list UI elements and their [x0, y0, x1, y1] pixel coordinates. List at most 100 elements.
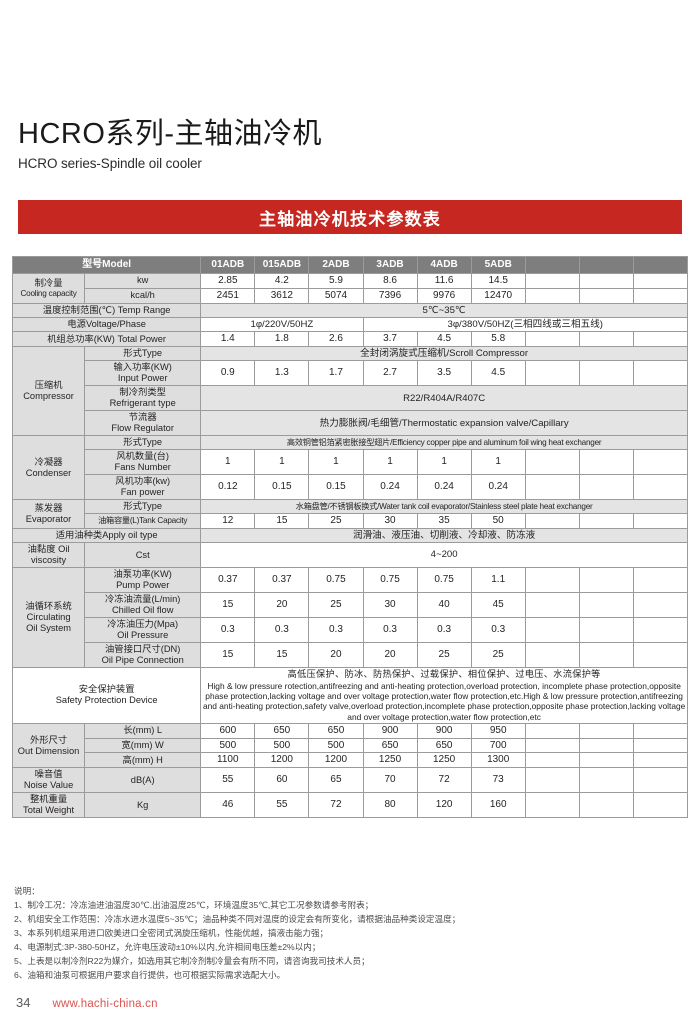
dim-width-8: [632, 737, 689, 754]
cooling-kw-8: [632, 273, 689, 289]
label-oil-pipe-connection: 油管接口尺寸(DN) Oil Pipe Connection: [84, 641, 202, 668]
row-oil-pipe-connection: 油管接口尺寸(DN) Oil Pipe Connection 15 15 20 …: [13, 641, 689, 668]
label-fans-number-cn: 风机数量(台): [116, 451, 170, 462]
fans-number-7: [578, 449, 634, 476]
fans-number-8: [632, 449, 689, 476]
weight-1: 55: [254, 792, 310, 819]
label-total-weight: 整机重量 Total Weight: [11, 792, 86, 819]
oil-pipe-1: 15: [254, 641, 310, 668]
label-oil-viscosity: 油黏度 Oil viscosity: [11, 542, 86, 568]
row-oil-pressure: 冷冻油压力(Mpa) Oil Pressure 0.3 0.3 0.3 0.3 …: [13, 616, 689, 643]
page-subtitle: HCRO series-Spindle oil cooler: [18, 156, 202, 172]
pump-power-4: 0.75: [416, 567, 472, 593]
label-out-dimension: 外形尺寸 Out Dimension: [11, 722, 86, 769]
model-col-2: 2ADB: [308, 256, 364, 274]
chilled-oil-flow-7: [578, 591, 634, 618]
oil-pipe-5: 25: [470, 641, 526, 668]
label-condenser-cn: 冷凝器: [34, 456, 63, 467]
cooling-kw-0: 2.85: [200, 273, 256, 289]
row-compressor-type: 压缩机 Compressor 形式Type 全封闭涡旋式压缩机/Scroll C…: [11, 346, 688, 437]
oil-pressure-5: 0.3: [470, 616, 526, 643]
weight-4: 120: [416, 792, 472, 819]
noise-7: [578, 767, 634, 794]
cooling-kcal-2: 5074: [308, 287, 364, 304]
label-pump-power-cn: 油泵功率(KW): [113, 569, 172, 579]
weight-3: 80: [362, 792, 418, 819]
dim-width-2: 500: [308, 737, 364, 754]
label-cooling-capacity: 制冷量 Cooling capacity: [11, 273, 86, 304]
value-voltage-three-phase: 3φ/380V/50HZ(三相四线或三相五线): [362, 316, 688, 333]
tank-capacity-1: 15: [254, 512, 310, 529]
dim-height-4: 1250: [416, 752, 472, 769]
oil-pipe-6: [524, 641, 580, 668]
chilled-oil-flow-4: 40: [416, 591, 472, 618]
fan-power-4: 0.24: [416, 474, 472, 500]
row-dimension-width: 宽(mm) W 500 500 500 650 650 700: [13, 737, 689, 754]
label-oil-pressure: 冷冻油压力(Mpa) Oil Pressure: [84, 616, 202, 643]
dim-length-3: 900: [362, 722, 418, 739]
row-total-power: 机组总功率(KW) Total Power 1.4 1.8 2.6 3.7 4.…: [11, 331, 689, 348]
pump-power-7: [578, 567, 634, 593]
noise-1: 60: [254, 767, 310, 794]
label-compressor: 压缩机 Compressor: [11, 346, 86, 437]
fan-power-5: 0.24: [470, 474, 526, 500]
noise-4: 72: [416, 767, 472, 794]
row-apply-oil-type: 适用油种类Apply oil type 润滑油、液压油、切削液、冷却液、防冻液: [11, 527, 688, 544]
weight-0: 46: [200, 792, 256, 819]
cooling-kw-3: 8.6: [362, 273, 418, 289]
input-power-2: 1.7: [308, 360, 364, 387]
input-power-1: 1.3: [254, 360, 310, 387]
tank-capacity-3: 30: [362, 512, 418, 529]
fan-power-0: 0.12: [200, 474, 256, 500]
value-flow-regulator: 热力膨胀阀/毛细管/Thermostatic expansion valve/C…: [200, 410, 688, 437]
row-dimension-length: 外形尺寸 Out Dimension 长(mm) L 600 650 650 9…: [11, 722, 689, 769]
specification-table: 型号Model 01ADB 015ADB 2ADB 3ADB 4ADB 5ADB…: [11, 256, 689, 819]
dim-width-3: 650: [362, 737, 418, 754]
fan-power-6: [524, 474, 580, 500]
input-power-8: [632, 360, 689, 387]
dim-height-7: [578, 752, 634, 769]
model-col-4: 4ADB: [416, 256, 472, 274]
row-fan-power: 风机功率(kw) Fan power 0.12 0.15 0.15 0.24 0…: [13, 474, 689, 500]
model-header: 型号Model: [11, 256, 202, 274]
label-cooling-capacity-cn: 制冷量: [34, 277, 63, 288]
chilled-oil-flow-2: 25: [308, 591, 364, 618]
total-power-4: 4.5: [416, 331, 472, 348]
label-condenser-en: Condenser: [25, 467, 72, 478]
label-oil-pipe-cn: 油管接口尺寸(DN): [104, 643, 181, 654]
chilled-oil-flow-0: 15: [200, 591, 256, 618]
model-col-7: [578, 256, 634, 274]
website-url[interactable]: www.hachi-china.cn: [52, 998, 158, 1010]
noise-8: [632, 767, 689, 794]
label-chilled-oil-flow-cn: 冷冻油流量(L/min): [104, 593, 181, 604]
note-item-3: 3、本系列机组采用进口欧美进口全密闭式涡旋压缩机，性能优越，搞液击能力强；: [14, 927, 329, 938]
note-item-2: 2、机组安全工作范围：冷冻水进水温度5~35℃；油品种类不同对温度的设定会有所变…: [14, 913, 461, 924]
model-col-8: [632, 256, 689, 274]
row-pump-power: 油循环系统 Circulating Oil System 油泵功率(KW) Pu…: [11, 567, 689, 668]
oil-pressure-0: 0.3: [200, 616, 256, 643]
oil-pipe-7: [578, 641, 634, 668]
label-compressor-en: Compressor: [23, 391, 74, 402]
tank-capacity-2: 25: [308, 512, 364, 529]
cooling-kcal-8: [632, 287, 689, 304]
oil-pressure-4: 0.3: [416, 616, 472, 643]
noise-0: 55: [200, 767, 256, 794]
dim-height-2: 1200: [308, 752, 364, 769]
weight-8: [632, 792, 689, 819]
notes-heading: 说明：: [14, 886, 40, 896]
pump-power-0: 0.37: [200, 567, 256, 593]
label-total-weight-en: Total Weight: [23, 805, 75, 816]
row-compressor-input-power: 输入功率(KW) Input Power 0.9 1.3 1.7 2.7 3.5…: [13, 360, 689, 387]
value-oil-viscosity: 4~200: [200, 542, 688, 568]
oil-pressure-2: 0.3: [308, 616, 364, 643]
label-condenser: 冷凝器 Condenser: [11, 435, 86, 500]
oil-pipe-2: 20: [308, 641, 364, 668]
cooling-kw-4: 11.6: [416, 273, 472, 289]
tank-capacity-0: 12: [200, 512, 256, 529]
page-number: 34: [16, 995, 31, 1010]
tank-capacity-4: 35: [416, 512, 472, 529]
label-total-weight-cn: 整机重量: [29, 794, 68, 805]
label-compressor-type: 形式Type: [84, 346, 202, 362]
input-power-7: [578, 360, 634, 387]
value-evaporator-type: 水箱盘管/不锈钢板换式/Water tank coil evaporator/S…: [200, 498, 688, 514]
